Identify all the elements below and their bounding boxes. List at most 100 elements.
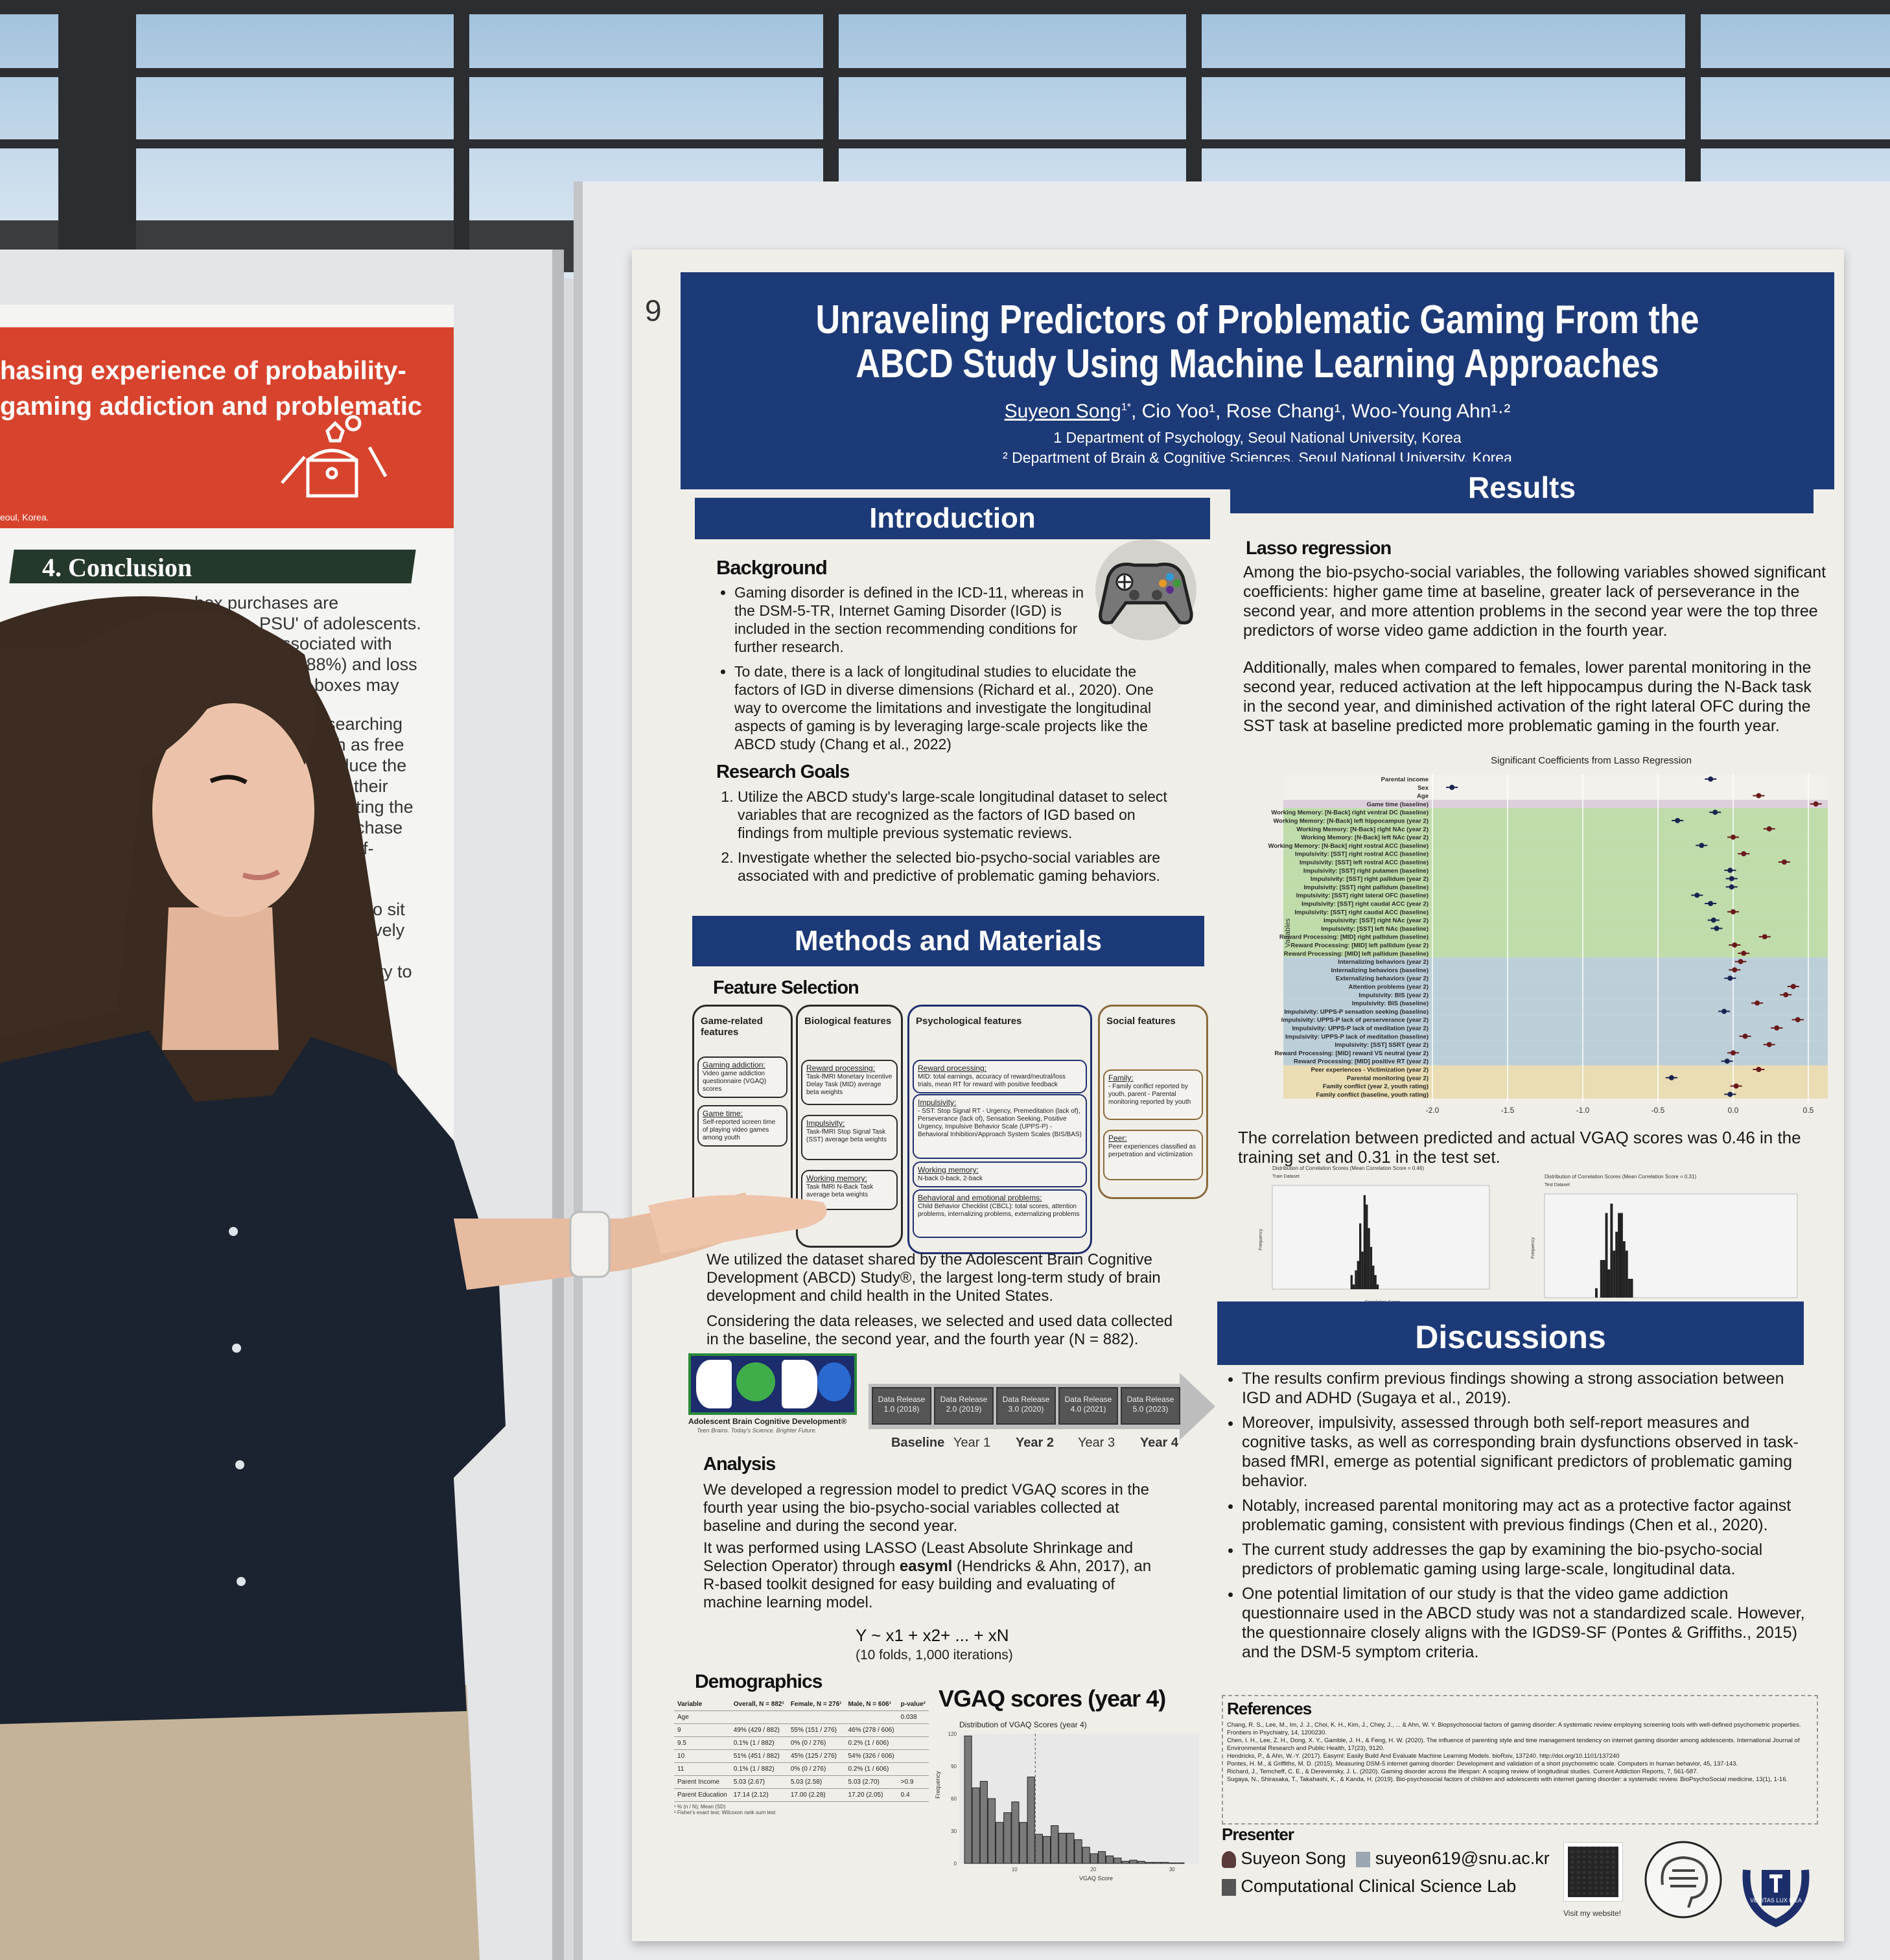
neighbor-text-fragment: ance their bbox=[311, 776, 388, 796]
histogram-bar bbox=[1003, 1812, 1012, 1864]
neighbor-text-fragment: n negatively bbox=[311, 920, 405, 940]
coefficient-point bbox=[1756, 1067, 1762, 1072]
feature-selection-heading: Feature Selection bbox=[713, 977, 859, 998]
feature-item-desc: Child Behavior Checklist (CBCL): total s… bbox=[918, 1203, 1080, 1218]
histogram-bar bbox=[1074, 1839, 1082, 1864]
coefficient-point bbox=[1721, 1009, 1727, 1014]
feature-item-desc: Video game addiction questionnaire (VGAQ… bbox=[703, 1070, 767, 1093]
table-cell: 46% (278 / 606) bbox=[845, 1723, 898, 1737]
building-icon bbox=[1222, 1878, 1236, 1896]
discussion-bullet: The results confirm previous findings sh… bbox=[1242, 1369, 1808, 1408]
histogram-bar bbox=[1357, 1261, 1359, 1289]
histogram-bar bbox=[979, 1780, 988, 1864]
demographics-table-wrap: Variable Overall, N = 882¹ Female, N = 276… bbox=[674, 1698, 929, 1815]
table-row: 9.5 0.1% (1 / 882) 0% (0 / 276) 0.2% (1 / 6… bbox=[674, 1736, 929, 1750]
table-cell: 54% (326 / 606) bbox=[845, 1749, 898, 1763]
coefficient-point bbox=[1708, 776, 1714, 782]
variable-label: Impulsivity: BIS (year 2) bbox=[1359, 992, 1429, 999]
group-band bbox=[1283, 866, 1828, 875]
train-correlation-histogram: Distribution of Correlation Scores (Mean… bbox=[1259, 1165, 1490, 1305]
histogram-bar bbox=[1352, 1284, 1355, 1289]
feature-item-desc: Task fMRI N-Back Task average beta weigh… bbox=[806, 1184, 874, 1198]
neighbor-section-title: 4. Conclusion bbox=[42, 553, 192, 582]
table-row: 11 0.1% (1 / 882) 0% (0 / 276) 0.2% (1 / 60… bbox=[674, 1762, 929, 1776]
presenter-name: Suyeon Song bbox=[1241, 1849, 1346, 1868]
variable-label: Reward Processing: [MID] positive RT (ye… bbox=[1294, 1058, 1429, 1066]
histogram-bar bbox=[1106, 1855, 1114, 1864]
coefficient-point bbox=[1762, 934, 1768, 940]
histogram-bar bbox=[1042, 1836, 1051, 1864]
x-tick-label: -0.5 bbox=[1651, 1106, 1665, 1115]
histogram-bar bbox=[1051, 1825, 1059, 1864]
group-band bbox=[1283, 974, 1828, 983]
affiliation-1: 1 Department of Psychology, Seoul Nation… bbox=[1053, 429, 1462, 446]
x-tick-label: 0.5 bbox=[1803, 1106, 1814, 1115]
table-cell: >0.9 bbox=[897, 1775, 929, 1789]
group-band bbox=[1283, 824, 1828, 834]
discussion-bullet: Notably, increased parental monitoring m… bbox=[1242, 1496, 1808, 1535]
references-heading: References bbox=[1227, 1699, 1312, 1718]
variable-label: Impulsivity: [SST] SSRT (year 2) bbox=[1335, 1042, 1429, 1049]
feature-item-name: Behavioral and emotional problems: bbox=[918, 1193, 1042, 1202]
column-header: p-value² bbox=[897, 1698, 929, 1711]
coefficient-point bbox=[1766, 1042, 1772, 1047]
table-cell: Age bbox=[674, 1710, 730, 1724]
email-icon bbox=[1356, 1851, 1371, 1867]
histogram-bar bbox=[1121, 1861, 1130, 1864]
coefficient-point bbox=[1755, 1000, 1760, 1006]
feature-item-desc: - SST: Stop Signal RT - Urgency, Premedi… bbox=[918, 1108, 1082, 1138]
histogram-bar bbox=[964, 1735, 972, 1864]
coefficient-point bbox=[1714, 926, 1720, 931]
coefficient-point bbox=[1783, 992, 1789, 998]
table-cell: 17.20 (2.05) bbox=[845, 1788, 898, 1802]
feature-item: Reward processing: MID: total earnings, a… bbox=[913, 1060, 1087, 1093]
group-band bbox=[1283, 940, 1828, 950]
column-header: Overall, N = 882¹ bbox=[730, 1698, 788, 1711]
feature-group-box: Psychological features bbox=[907, 1005, 1092, 1254]
abcd-logo-name: Adolescent Brain Cognitive Development® bbox=[688, 1417, 847, 1426]
coefficient-point bbox=[1790, 984, 1796, 989]
table-cell bbox=[897, 1749, 929, 1763]
plot-title: Distribution of VGAQ Scores (year 4) bbox=[959, 1720, 1087, 1729]
table-row: Parent Education 17.14 (2.12) 17.00 (2.28)… bbox=[674, 1788, 929, 1802]
discussion-bullet: One potential limitation of our study is… bbox=[1242, 1584, 1808, 1662]
data-release-box: Data Release 4.0 (2021) bbox=[1058, 1387, 1118, 1425]
x-tick-label: 0.0 bbox=[1728, 1106, 1739, 1115]
group-band bbox=[1283, 1056, 1828, 1066]
feature-item-name: Family: bbox=[1108, 1073, 1134, 1082]
variable-label: Family conflict (baseline, youth rating) bbox=[1316, 1091, 1429, 1099]
table-cell: 5.03 (2.70) bbox=[845, 1775, 898, 1789]
group-band bbox=[1283, 1007, 1828, 1016]
website-qr-code[interactable] bbox=[1563, 1842, 1623, 1902]
variable-label: Impulsivity: [SST] right rostral ACC (ba… bbox=[1295, 851, 1429, 858]
references-list: Chang, R. S., Lee, M., Im, J. J., Choi, … bbox=[1223, 1721, 1817, 1784]
qr-caption: Visit my website! bbox=[1563, 1909, 1622, 1918]
reference-item: Chang, R. S., Lee, M., Im, J. J., Choi, … bbox=[1227, 1721, 1801, 1736]
results-paragraph-2: Additionally, males when compared to fem… bbox=[1243, 659, 1812, 735]
table-cell bbox=[845, 1710, 898, 1724]
coefficient-point bbox=[1741, 950, 1747, 956]
neighbor-text-fragment: researching bbox=[311, 714, 403, 734]
histogram-bar bbox=[1145, 1861, 1153, 1864]
group-band bbox=[1283, 1090, 1828, 1099]
table-cell: 0.2% (1 / 606) bbox=[845, 1736, 898, 1750]
table-cell: 10 bbox=[674, 1749, 730, 1763]
group-band bbox=[1283, 791, 1828, 800]
table-row: Age 0.038 bbox=[674, 1710, 929, 1724]
neighbor-text-fragment: PSU' of adolescents. bbox=[259, 614, 421, 633]
variable-label: Parental monitoring (year 2) bbox=[1347, 1075, 1429, 1082]
histogram-bar bbox=[1618, 1213, 1620, 1298]
variable-label: Impulsivity: BIS (baseline) bbox=[1352, 1000, 1429, 1007]
coefficient-point bbox=[1694, 892, 1700, 898]
snu-emblem-logo: VERITAS LUX MEA bbox=[1742, 1869, 1810, 1928]
data-release-box: Data Release 5.0 (2023) bbox=[1121, 1387, 1180, 1425]
coefficient-point bbox=[1738, 959, 1744, 964]
timepoint-label: Year 4 bbox=[1140, 1436, 1178, 1450]
coefficient-point bbox=[1733, 1083, 1739, 1089]
presenter-email[interactable]: suyeon619@snu.ac.kr bbox=[1375, 1849, 1550, 1868]
feature-item-desc: - Family conflict reported by youth, par… bbox=[1108, 1083, 1191, 1106]
group-band bbox=[1283, 916, 1828, 924]
variable-label: Internalizing behaviors (year 2) bbox=[1338, 959, 1429, 966]
feature-item-desc: Peer experiences classified as perpetrat… bbox=[1108, 1143, 1196, 1158]
group-band bbox=[1283, 816, 1828, 825]
